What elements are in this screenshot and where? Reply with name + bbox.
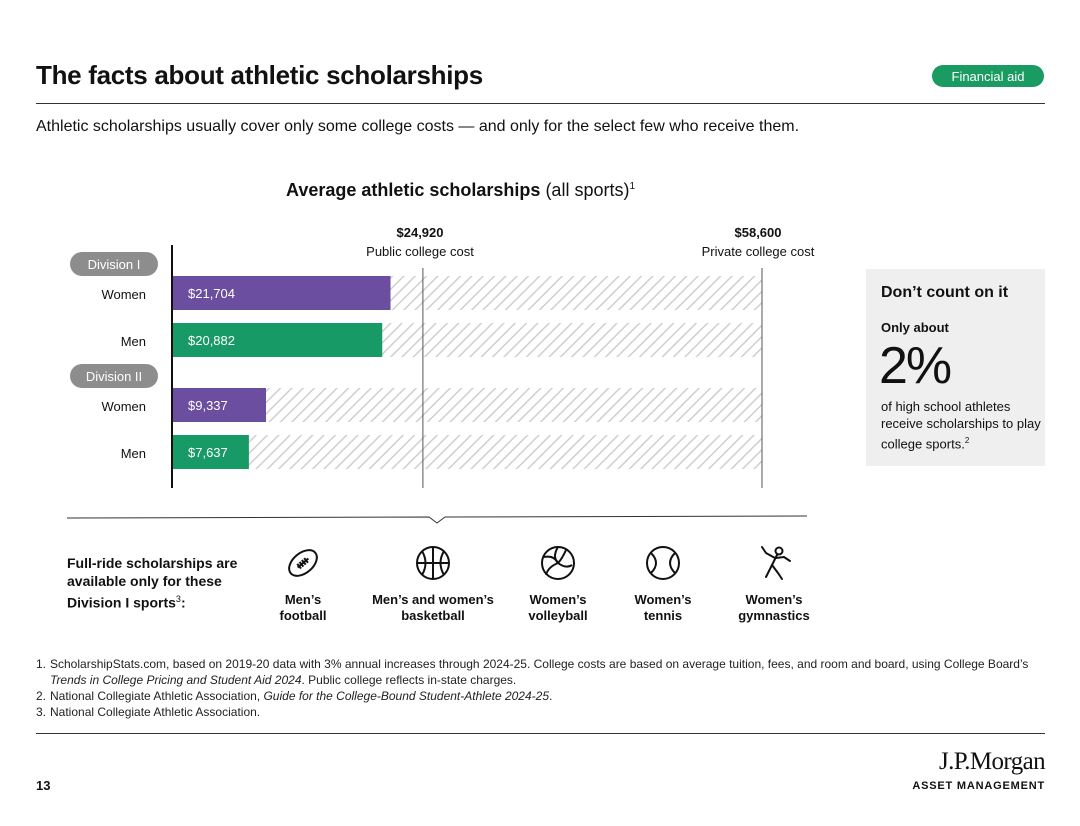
bar-track bbox=[172, 435, 762, 469]
division-2-pill: Division II bbox=[70, 364, 158, 388]
sport-volleyball: Women’s volleyball bbox=[488, 543, 628, 624]
sport-tennis: Women’s tennis bbox=[593, 543, 733, 624]
bar-d1-women bbox=[173, 276, 391, 310]
callout-footnote: 2 bbox=[964, 436, 970, 445]
sport-line2: volleyball bbox=[528, 608, 588, 623]
brand-subtitle: ASSET MANAGEMENT bbox=[912, 780, 1045, 792]
footnote-italic: Trends in College Pricing and Student Ai… bbox=[50, 673, 302, 687]
sport-line2: tennis bbox=[643, 608, 683, 623]
footnote-after: . Public college reflects in-state charg… bbox=[301, 673, 517, 687]
chart-title-footnote: 1 bbox=[629, 181, 636, 192]
volleyball-icon bbox=[541, 546, 575, 580]
sport-football: Men’s football bbox=[233, 543, 373, 624]
sport-line1: Men’s and women’s bbox=[372, 592, 494, 607]
page-title: The facts about athletic scholarships bbox=[36, 60, 483, 90]
footnote-text: National Collegiate Athletic Association… bbox=[50, 689, 264, 703]
footnotes: 1. ScholarshipStats.com, based on 2019-20… bbox=[36, 656, 1046, 720]
footnote-num: 3. bbox=[36, 705, 47, 719]
callout-title: Don’t count on it bbox=[881, 284, 1009, 301]
sport-line1: Women’s bbox=[634, 592, 692, 607]
callout-stat: 2% bbox=[879, 337, 952, 395]
footnote-1: 1. ScholarshipStats.com, based on 2019-20… bbox=[36, 656, 1046, 688]
full-ride-text: Full-ride scholarships are available onl… bbox=[67, 555, 238, 611]
sport-gymnastics: Women’s gymnastics bbox=[704, 543, 844, 624]
footnote-num: 2. bbox=[36, 689, 47, 703]
row-label-d2-men: Men bbox=[120, 446, 146, 461]
bar-d1-men bbox=[173, 323, 383, 357]
chart-title-rest: (all sports) bbox=[540, 180, 630, 200]
sport-line2: gymnastics bbox=[738, 608, 810, 623]
footnote-italic: Guide for the College-Bound Student-Athl… bbox=[263, 689, 549, 703]
gymnast-icon bbox=[761, 546, 791, 580]
bar-value-label: $7,637 bbox=[188, 445, 228, 460]
footnote-after: . bbox=[549, 689, 553, 703]
sport-line2: football bbox=[279, 608, 327, 623]
private-cost-label: Private college cost bbox=[701, 244, 815, 259]
bar-value-label: $9,337 bbox=[188, 398, 228, 413]
footer-divider bbox=[36, 733, 1045, 734]
chart-title: Average athletic scholarships (all sport… bbox=[286, 180, 635, 201]
callout-box bbox=[866, 269, 1045, 466]
bar-track bbox=[172, 388, 762, 422]
row-label-d1-men: Men bbox=[120, 334, 146, 349]
full-ride-heading: Full-ride scholarships are available onl… bbox=[67, 554, 267, 612]
private-cost-value: $58,600 bbox=[734, 225, 782, 240]
sport-basketball: Men’s and women’s basketball bbox=[363, 543, 503, 624]
header-divider bbox=[36, 103, 1045, 104]
tennis-ball-icon bbox=[646, 546, 680, 580]
football-icon bbox=[288, 549, 318, 577]
row-label-d1-women: Women bbox=[101, 287, 146, 302]
footnote-num: 1. bbox=[36, 657, 47, 671]
footnote-3: 3. National Collegiate Athletic Associati… bbox=[36, 704, 1046, 720]
footnote-text: National Collegiate Athletic Association… bbox=[50, 705, 261, 719]
scholarship-bar-chart: $21,704 $20,882 $9,337 $7,637 bbox=[66, 245, 808, 524]
callout-text: of high school athletes receive scholars… bbox=[881, 398, 1041, 452]
public-cost-label: Public college cost bbox=[366, 244, 474, 259]
bar-value-label: $21,704 bbox=[188, 286, 235, 301]
bar-value-label: $20,882 bbox=[188, 333, 235, 348]
sport-line1: Men’s bbox=[284, 592, 322, 607]
full-ride-footnote: 3 bbox=[175, 594, 181, 604]
footnote-text: ScholarshipStats.com, based on 2019-20 d… bbox=[50, 657, 1029, 671]
division-1-pill: Division I bbox=[70, 252, 158, 276]
callout-body: of high school athletes receive scholars… bbox=[881, 399, 1041, 452]
bar-d2-women bbox=[173, 388, 267, 422]
category-tag: Financial aid bbox=[932, 65, 1044, 87]
sport-line1: Women’s bbox=[529, 592, 587, 607]
sport-line1: Women’s bbox=[745, 592, 803, 607]
section-bracket bbox=[66, 515, 808, 524]
page-subtitle: Athletic scholarships usually cover only… bbox=[36, 118, 800, 135]
basketball-icon bbox=[416, 546, 450, 580]
sport-line2: basketball bbox=[401, 608, 465, 623]
footnote-2: 2. National Collegiate Athletic Associati… bbox=[36, 688, 1046, 704]
page-number: 13 bbox=[36, 778, 51, 793]
bar-d2-men bbox=[173, 435, 249, 469]
public-cost-value: $24,920 bbox=[396, 225, 444, 240]
row-label-d2-women: Women bbox=[101, 399, 146, 414]
callout-lead: Only about bbox=[881, 320, 949, 335]
brand-logo: J.P.Morgan bbox=[938, 748, 1046, 775]
chart-title-bold: Average athletic scholarships bbox=[286, 180, 541, 200]
full-ride-suffix: : bbox=[180, 594, 186, 611]
